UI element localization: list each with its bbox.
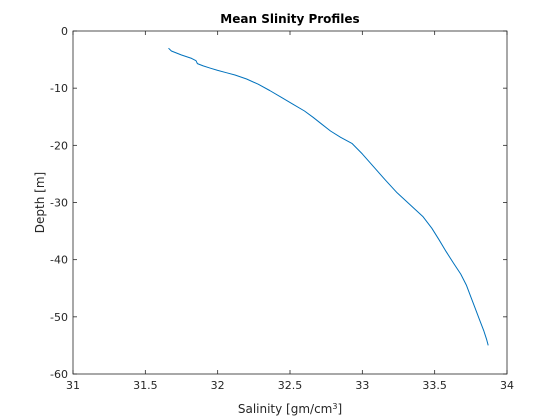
x-axis-label-main: Salinity [gm/cm bbox=[238, 402, 333, 416]
y-axis-label: Depth [m] bbox=[33, 172, 47, 233]
x-tick-label: 31 bbox=[66, 379, 80, 392]
chart-title: Mean Slinity Profiles bbox=[220, 12, 359, 26]
data-layer bbox=[168, 47, 489, 346]
y-tick-label: -60 bbox=[50, 368, 68, 381]
y-tick-label: -40 bbox=[50, 254, 68, 267]
y-tick-label: -50 bbox=[50, 311, 68, 324]
x-axis-label-superscript: 3 bbox=[332, 402, 337, 411]
y-tick-label: -30 bbox=[50, 197, 68, 210]
x-tick-label: 31.5 bbox=[133, 379, 158, 392]
x-axis-label-suffix: ] bbox=[337, 402, 342, 416]
salinity-profile-line bbox=[168, 47, 489, 346]
x-tick-label: 33.5 bbox=[422, 379, 447, 392]
plot-area bbox=[73, 31, 507, 374]
x-tick-label: 32.5 bbox=[278, 379, 303, 392]
x-tick-label: 32 bbox=[211, 379, 225, 392]
x-axis-label: Salinity [gm/cm3] bbox=[238, 402, 342, 417]
y-tick-label: 0 bbox=[61, 25, 68, 38]
y-tick-label: -10 bbox=[50, 82, 68, 95]
tick-layer: 31 31.5 32 32.5 33 33.5 34 0 -10 -20 -30 -40 -50 -60 bbox=[50, 25, 514, 392]
y-tick-label: -20 bbox=[50, 139, 68, 152]
x-tick-label: 33 bbox=[355, 379, 369, 392]
x-tick-label: 34 bbox=[500, 379, 514, 392]
